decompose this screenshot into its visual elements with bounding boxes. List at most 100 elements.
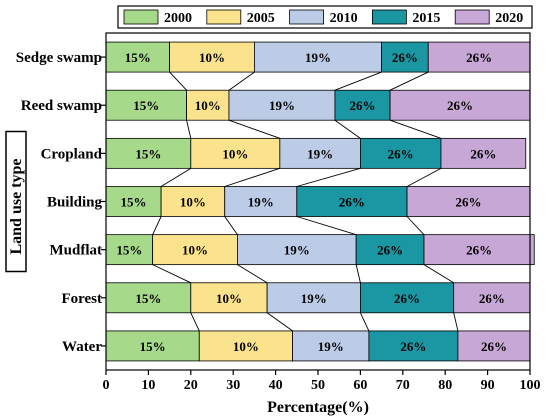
connector-line bbox=[160, 167, 192, 187]
segment-labels: 15% 10% 19% 26% 26% 15% 10% 19% 26% 26% 15% 10% 19% 2… bbox=[116, 50, 507, 354]
bar-segment bbox=[160, 186, 226, 217]
legend-swatch bbox=[289, 9, 325, 25]
x-tick-label: 50 bbox=[311, 378, 325, 393]
data-label: 19% bbox=[284, 243, 310, 258]
bar-segment bbox=[292, 330, 370, 362]
data-label: 26% bbox=[466, 243, 492, 258]
data-label: 19% bbox=[248, 195, 274, 210]
bar-segment bbox=[266, 282, 361, 314]
data-label: 26% bbox=[400, 339, 426, 354]
connector-line bbox=[359, 312, 370, 332]
data-label: 15% bbox=[121, 195, 147, 210]
x-tick-label: 80 bbox=[438, 378, 452, 393]
legend-label: 2010 bbox=[330, 11, 358, 26]
data-label: 19% bbox=[305, 50, 331, 65]
data-label: 10% bbox=[180, 195, 206, 210]
bar-segment bbox=[224, 186, 298, 217]
bar-segment bbox=[381, 41, 429, 73]
x-tick-label: 100 bbox=[520, 378, 541, 393]
y-axis-title: Land use type bbox=[8, 158, 25, 254]
bar-segment bbox=[296, 186, 408, 217]
bar-segment bbox=[355, 234, 425, 266]
y-tick-label: Cropland bbox=[41, 146, 103, 162]
legend-label: 2020 bbox=[495, 11, 523, 26]
x-tick-label: 10 bbox=[141, 378, 155, 393]
connector-line bbox=[169, 71, 187, 91]
legend-label: 2000 bbox=[164, 11, 192, 26]
bar-segment bbox=[334, 89, 391, 121]
data-label: 15% bbox=[140, 339, 166, 354]
connector-line bbox=[228, 119, 280, 139]
data-label: 26% bbox=[388, 146, 414, 161]
data-label: 26% bbox=[339, 195, 365, 210]
connector-line bbox=[389, 119, 442, 139]
x-tick-label: 70 bbox=[396, 378, 410, 393]
bar-segment bbox=[368, 330, 459, 362]
connector-line bbox=[334, 119, 361, 139]
legend-swatch bbox=[123, 9, 159, 25]
bar-segment bbox=[105, 137, 192, 169]
data-label: 15% bbox=[125, 50, 151, 65]
connector-line bbox=[453, 312, 459, 332]
data-label: 10% bbox=[199, 50, 225, 65]
y-tick-label: Building bbox=[47, 195, 103, 211]
bars bbox=[105, 41, 535, 362]
x-axis-title: Percentage(%) bbox=[267, 399, 369, 416]
connector-line bbox=[224, 167, 280, 187]
connector-line bbox=[406, 167, 442, 187]
bar-segment bbox=[359, 137, 442, 169]
data-label: 26% bbox=[466, 50, 492, 65]
x-tick-label: 0 bbox=[103, 378, 110, 393]
data-label: 26% bbox=[447, 98, 473, 113]
bar-segment bbox=[190, 282, 268, 314]
connector-line bbox=[186, 120, 192, 139]
data-label: 26% bbox=[479, 291, 505, 306]
legend-label: 2015 bbox=[412, 11, 440, 26]
bar-segment bbox=[105, 41, 170, 73]
legend-swatch bbox=[454, 9, 490, 25]
connector-line bbox=[355, 264, 361, 283]
data-label: 26% bbox=[481, 339, 507, 354]
bar-segment bbox=[105, 282, 192, 314]
y-tick-label: Mudflat bbox=[50, 243, 103, 259]
bar-segment bbox=[457, 330, 531, 362]
bar-segment bbox=[423, 234, 535, 266]
connector-line bbox=[224, 216, 238, 235]
data-label: 26% bbox=[394, 291, 420, 306]
bar-segment bbox=[190, 137, 281, 169]
connector-line bbox=[190, 312, 200, 332]
connector-line bbox=[296, 167, 361, 187]
connector-line bbox=[228, 71, 255, 91]
x-tick-label: 40 bbox=[269, 378, 283, 393]
data-label: 26% bbox=[392, 50, 418, 65]
x-tick-label: 20 bbox=[184, 378, 198, 393]
data-label: 10% bbox=[182, 243, 208, 258]
bar-segment bbox=[237, 234, 357, 266]
bar-segment bbox=[279, 137, 361, 169]
bar-segment bbox=[453, 282, 531, 314]
y-tick-label: Water bbox=[62, 339, 102, 355]
connector-line bbox=[296, 216, 357, 236]
legend-label: 2005 bbox=[247, 11, 275, 26]
data-label: 26% bbox=[350, 98, 376, 113]
data-label: 19% bbox=[307, 146, 333, 161]
x-tick-label: 90 bbox=[481, 378, 495, 393]
bar-segment bbox=[105, 330, 200, 362]
data-label: 19% bbox=[318, 339, 344, 354]
bar-segment bbox=[169, 41, 255, 73]
data-label: 15% bbox=[133, 98, 159, 113]
data-label: 15% bbox=[116, 243, 142, 258]
bar-segment bbox=[406, 186, 531, 217]
data-label: 10% bbox=[233, 339, 259, 354]
connector-line bbox=[334, 71, 382, 91]
y-axis-title-box: Land use type bbox=[5, 130, 27, 273]
y-tick-label: Sedge swamp bbox=[16, 50, 102, 66]
legend: 2000 2005 2010 2015 2020 bbox=[117, 5, 533, 29]
connector-line bbox=[152, 264, 191, 284]
data-label: 26% bbox=[456, 195, 482, 210]
data-label: 15% bbox=[135, 291, 161, 306]
connector-line bbox=[423, 264, 454, 284]
data-label: 26% bbox=[470, 146, 496, 161]
y-tick-label: Forest bbox=[61, 291, 102, 307]
